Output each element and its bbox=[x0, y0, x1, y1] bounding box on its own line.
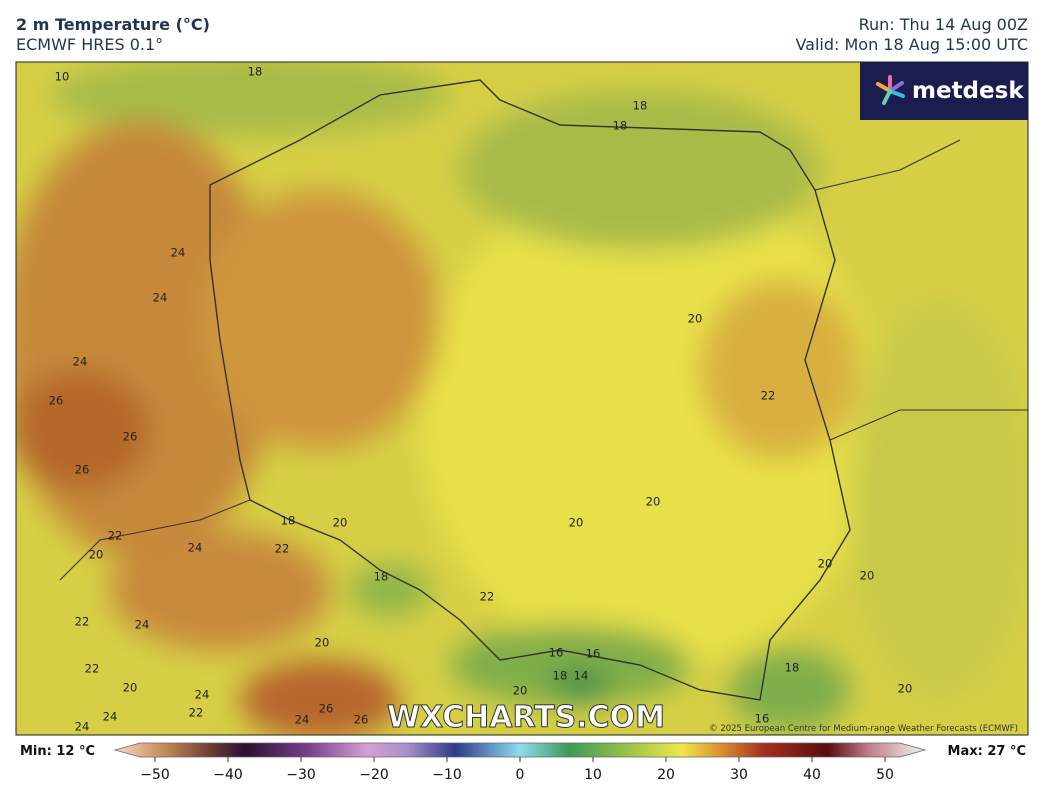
contour-label: 26 bbox=[354, 713, 369, 727]
colorbar-tick-label: −30 bbox=[286, 767, 316, 783]
copyright: © 2025 European Centre for Medium-range … bbox=[709, 724, 1018, 734]
colorbar-tick-label: 40 bbox=[803, 767, 821, 783]
contour-label: 16 bbox=[755, 712, 770, 726]
logo-text: metdesk bbox=[912, 78, 1024, 104]
contour-label: 18 bbox=[281, 514, 296, 528]
contour-label: 24 bbox=[75, 720, 90, 734]
contour-label: 20 bbox=[315, 636, 330, 650]
colorbar-tick-label: −50 bbox=[140, 767, 170, 783]
contour-label: 22 bbox=[480, 590, 495, 604]
title: 2 m Temperature (°C) bbox=[16, 15, 210, 34]
contour-label: 18 bbox=[785, 661, 800, 675]
colorbar-tick-label: 30 bbox=[730, 767, 748, 783]
contour-label: 18 bbox=[248, 65, 263, 79]
contour-label: 20 bbox=[333, 516, 348, 530]
contour-label: 20 bbox=[898, 682, 913, 696]
contour-label: 24 bbox=[153, 291, 168, 305]
contour-label: 22 bbox=[189, 706, 204, 720]
contour-label: 20 bbox=[123, 681, 138, 695]
contour-label: 24 bbox=[171, 246, 186, 260]
contour-label: 18 bbox=[633, 99, 648, 113]
contour-labels: 18 10 18 18 24 24 24 26 26 26 20 22 18 20 20 20 22 22 24 20… bbox=[49, 65, 913, 734]
min-label: Min: 12 °C bbox=[20, 744, 95, 759]
contour-label: 18 bbox=[613, 119, 628, 133]
map-frame bbox=[15, 61, 1029, 736]
contour-label: 24 bbox=[295, 713, 310, 727]
contour-label: 18 bbox=[553, 669, 568, 683]
colorbar-tick-label: −40 bbox=[213, 767, 243, 783]
contour-label: 20 bbox=[513, 684, 528, 698]
contour-label: 22 bbox=[108, 529, 123, 543]
contour-label: 16 bbox=[586, 647, 601, 661]
contour-label: 20 bbox=[818, 557, 833, 571]
colorbar bbox=[113, 742, 927, 758]
contour-label: 20 bbox=[569, 516, 584, 530]
contour-label: 10 bbox=[55, 70, 70, 84]
contour-label: 16 bbox=[549, 646, 564, 660]
logo-icon bbox=[876, 75, 905, 105]
colorbar-tick-label: 50 bbox=[876, 767, 894, 783]
contour-label: 26 bbox=[319, 702, 334, 716]
contour-label: 26 bbox=[75, 463, 90, 477]
contour-label: 24 bbox=[135, 618, 150, 632]
colorbar-tick-label: 20 bbox=[657, 767, 675, 783]
colorbar-tick-label: −10 bbox=[432, 767, 462, 783]
contour-label: 24 bbox=[103, 710, 118, 724]
run-time: Run: Thu 14 Aug 00Z bbox=[859, 15, 1028, 34]
contour-label: 26 bbox=[49, 394, 64, 408]
contour-label: 20 bbox=[688, 312, 703, 326]
temperature-field bbox=[16, 62, 1028, 735]
contour-label: 22 bbox=[85, 662, 100, 676]
contour-label: 20 bbox=[89, 548, 104, 562]
valid-time: Valid: Mon 18 Aug 15:00 UTC bbox=[795, 35, 1028, 54]
contour-label: 18 bbox=[374, 570, 389, 584]
contour-label: 22 bbox=[761, 389, 776, 403]
contour-label: 20 bbox=[646, 495, 661, 509]
contour-label: 24 bbox=[195, 688, 210, 702]
subtitle: ECMWF HRES 0.1° bbox=[16, 35, 163, 54]
colorbar-ticks: −50 −40 −30 −20 −10 0 10 20 30 40 50 bbox=[140, 757, 894, 783]
contour-label: 20 bbox=[860, 569, 875, 583]
colorbar-tick-label: 0 bbox=[516, 767, 525, 783]
colorbar-tick-label: 10 bbox=[584, 767, 602, 783]
watermark: WXCHARTS.COM bbox=[387, 700, 665, 735]
contour-label: 24 bbox=[73, 355, 88, 369]
colorbar-tick-label: −20 bbox=[359, 767, 389, 783]
contour-label: 26 bbox=[123, 430, 138, 444]
contour-label: 24 bbox=[188, 541, 203, 555]
contour-label: 22 bbox=[75, 615, 90, 629]
contour-label: 22 bbox=[275, 542, 290, 556]
max-label: Max: 27 °C bbox=[948, 744, 1026, 759]
contour-label: 14 bbox=[574, 669, 589, 683]
